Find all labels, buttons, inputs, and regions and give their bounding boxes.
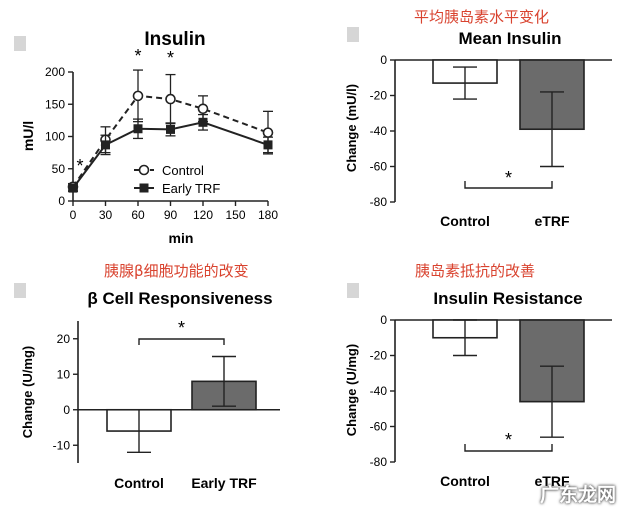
chart-title: Mean Insulin [459, 29, 562, 48]
category-label: Control [440, 213, 490, 229]
y-tick-label: -80 [370, 455, 388, 469]
significance-asterisk: * [76, 156, 83, 176]
x-tick-label: 150 [225, 208, 245, 222]
control-point [165, 93, 176, 105]
panel-letter-placeholder [347, 283, 359, 298]
y-tick-label: 0 [63, 403, 70, 417]
y-tick-label: -80 [370, 195, 388, 209]
legend-label-control: Control [162, 163, 204, 178]
y-tick-label: -20 [370, 89, 388, 103]
x-tick-label: 90 [164, 208, 178, 222]
x-tick-label: 30 [99, 208, 113, 222]
x-tick-label: 0 [70, 208, 77, 222]
significance-bracket [138, 338, 225, 345]
control-point [197, 103, 209, 115]
y-tick-label: 0 [58, 194, 65, 208]
x-axis-label: min [169, 230, 194, 246]
y-tick-label: 200 [45, 65, 65, 79]
x-tick-label: 60 [131, 208, 145, 222]
panel-letter-placeholder [14, 283, 26, 298]
watermark-logo: 广东龙网 [540, 484, 617, 506]
panel-letter-placeholder [14, 36, 26, 51]
significance-asterisk: * [167, 48, 174, 68]
chart-title: β Cell Responsiveness [87, 289, 272, 308]
early-trf-point [198, 117, 208, 127]
significance-asterisk: * [134, 46, 141, 66]
y-tick-label: 0 [380, 53, 387, 67]
y-tick-label: 150 [45, 97, 65, 111]
chart-title: Insulin Resistance [433, 289, 582, 308]
beta-cell-caption: 胰腺β细胞功能的改变 [104, 262, 249, 280]
category-label: Early TRF [191, 475, 257, 491]
y-tick-label: 10 [57, 367, 71, 381]
significance-asterisk: * [505, 168, 512, 188]
early-trf-point [263, 140, 273, 150]
y-tick-label: 0 [380, 313, 387, 327]
category-label: Control [114, 475, 164, 491]
y-tick-label: -40 [370, 384, 388, 398]
significance-asterisk: * [178, 318, 185, 338]
legend-marker-control [138, 164, 150, 176]
category-label: eTRF [535, 473, 570, 489]
y-tick-label: -60 [370, 160, 388, 174]
legend-marker-early-trf [139, 183, 149, 193]
y-tick-label: -10 [53, 438, 71, 452]
control-point [262, 127, 274, 138]
insulin-resistance-caption: 胰岛素抵抗的改善 [415, 262, 536, 280]
category-label: eTRF [535, 213, 570, 229]
y-tick-label: 20 [57, 332, 71, 346]
y-tick-label: -40 [370, 124, 388, 138]
series-line-early-trf [72, 121, 269, 189]
mean-insulin-caption: 平均胰岛素水平变化 [414, 8, 550, 26]
panel-letter-placeholder [347, 27, 359, 42]
significance-bracket [464, 181, 553, 189]
early-trf-point [133, 124, 143, 134]
y-axis-label: Change (mU/l) [344, 84, 359, 172]
y-axis-label: Change (U/mg) [20, 346, 35, 438]
beta-cell-bar-chart: β Cell Responsiveness 20 10 0 -10 Change (U/m… [20, 289, 280, 491]
significance-asterisk: * [505, 430, 512, 450]
significance-bracket [464, 444, 553, 452]
early-trf-point [166, 124, 175, 134]
insulin-line-chart: Insulin 0 50 100 150 200 0 30 60 90 120 150 180 min mU… [20, 29, 278, 246]
y-axis-label: mU/l [20, 121, 36, 151]
category-label: Control [440, 473, 490, 489]
chart-title: Insulin [144, 29, 205, 50]
control-point [132, 90, 144, 102]
mean-insulin-bar-chart: Mean Insulin 0 -20 -40 -60 -80 Change (mU/l) Co… [344, 29, 612, 229]
x-tick-label: 120 [193, 208, 213, 222]
y-tick-label: 100 [45, 130, 65, 144]
insulin-resistance-bar-chart: Insulin Resistance 0 -20 -40 -60 -80 Change (U… [344, 289, 612, 489]
y-tick-label: -60 [370, 420, 388, 434]
legend-label-early-trf: Early TRF [162, 181, 220, 196]
early-trf-point [68, 183, 78, 193]
y-tick-label: -20 [370, 349, 388, 363]
early-trf-point [101, 140, 110, 150]
y-tick-label: 50 [52, 162, 66, 176]
y-axis-label: Change (U/mg) [344, 344, 359, 436]
x-tick-label: 180 [258, 208, 278, 222]
